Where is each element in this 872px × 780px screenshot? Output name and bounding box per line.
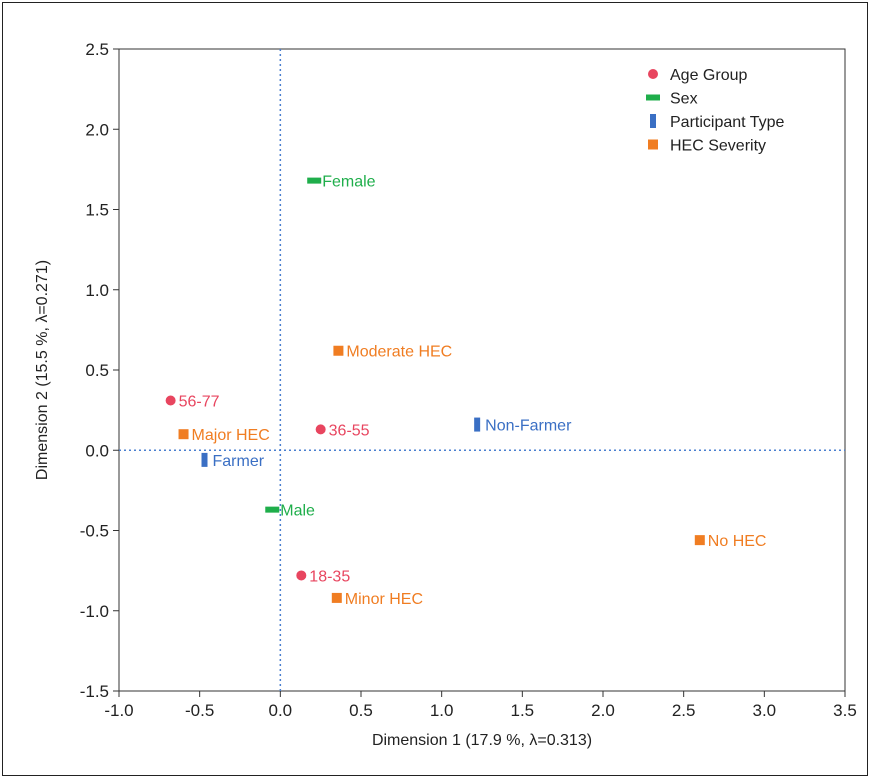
y-tick-label: -1.5 xyxy=(80,682,109,701)
data-point xyxy=(474,417,481,432)
series-sex: Female Male xyxy=(265,174,376,520)
point-label: Farmer xyxy=(213,453,265,470)
point-label: Major HEC xyxy=(192,427,270,444)
y-tick-label: -1.0 xyxy=(80,602,109,621)
point-label: 56-77 xyxy=(179,393,220,410)
x-tick-label: 1.0 xyxy=(430,701,454,720)
point-label: Female xyxy=(322,174,375,191)
axes: -1.0 -0.5 0.0 0.5 1.0 1.5 2.0 2.5 3.0 3.5-1.5-1.0… xyxy=(80,40,857,720)
data-point xyxy=(201,452,208,467)
point-label: 36-55 xyxy=(329,422,370,439)
legend-label: Sex xyxy=(670,91,698,108)
data-points: 56-77 36-55 18-35 Female Male Non-Farmer Farme… xyxy=(165,174,767,608)
y-tick-label: 2.5 xyxy=(85,40,109,59)
y-tick-label: -0.5 xyxy=(80,522,109,541)
series-participant-type: Non-Farmer Farmer xyxy=(201,417,572,470)
legend-marker xyxy=(648,69,658,79)
data-point xyxy=(333,345,344,356)
x-tick-label: 3.5 xyxy=(833,701,857,720)
point-label: Moderate HEC xyxy=(346,344,452,361)
y-tick-label: 0.0 xyxy=(85,441,109,460)
x-tick-label: 0.5 xyxy=(349,701,373,720)
x-tick-label: 2.0 xyxy=(591,701,615,720)
y-tick-label: 1.5 xyxy=(85,201,109,220)
data-point xyxy=(178,429,189,440)
y-tick-label: 2.0 xyxy=(85,120,109,139)
data-point xyxy=(331,592,342,603)
y-axis-title: Dimension 2 (15.5 %, λ=0.271) xyxy=(34,260,51,480)
legend-label: Participant Type xyxy=(670,114,785,131)
legend-marker xyxy=(646,94,660,101)
data-point xyxy=(315,424,326,435)
point-label: Minor HEC xyxy=(345,591,423,608)
legend-label: Age Group xyxy=(670,67,747,84)
data-point xyxy=(265,506,280,513)
point-label: No HEC xyxy=(708,533,767,550)
data-point xyxy=(296,570,307,581)
data-point xyxy=(165,395,176,406)
x-tick-label: 1.5 xyxy=(511,701,535,720)
data-point xyxy=(307,177,322,184)
legend: Age Group Sex Participant Type HEC Severity xyxy=(646,67,785,155)
point-label: 18-35 xyxy=(309,568,350,585)
series-hec-severity: Moderate HEC Major HEC No HEC Minor HEC xyxy=(178,344,767,608)
series-age-group: 56-77 36-55 18-35 xyxy=(165,393,370,585)
data-point xyxy=(694,535,705,546)
point-label: Male xyxy=(280,503,315,520)
point-label: Non-Farmer xyxy=(485,418,572,435)
scatter-chart: -1.0 -0.5 0.0 0.5 1.0 1.5 2.0 2.5 3.0 3.5-1.5-1.0… xyxy=(34,40,857,749)
x-tick-label: -1.0 xyxy=(104,701,133,720)
x-tick-label: -0.5 xyxy=(185,701,214,720)
reference-lines xyxy=(119,49,845,691)
x-tick-label: 2.5 xyxy=(672,701,696,720)
legend-marker xyxy=(650,114,656,128)
x-axis-title: Dimension 1 (17.9 %, λ=0.313) xyxy=(372,732,592,749)
x-tick-label: 3.0 xyxy=(753,701,777,720)
legend-label: HEC Severity xyxy=(670,138,766,155)
y-tick-label: 1.0 xyxy=(85,281,109,300)
y-tick-label: 0.5 xyxy=(85,361,109,380)
x-tick-label: 0.0 xyxy=(269,701,293,720)
legend-marker xyxy=(648,139,658,150)
